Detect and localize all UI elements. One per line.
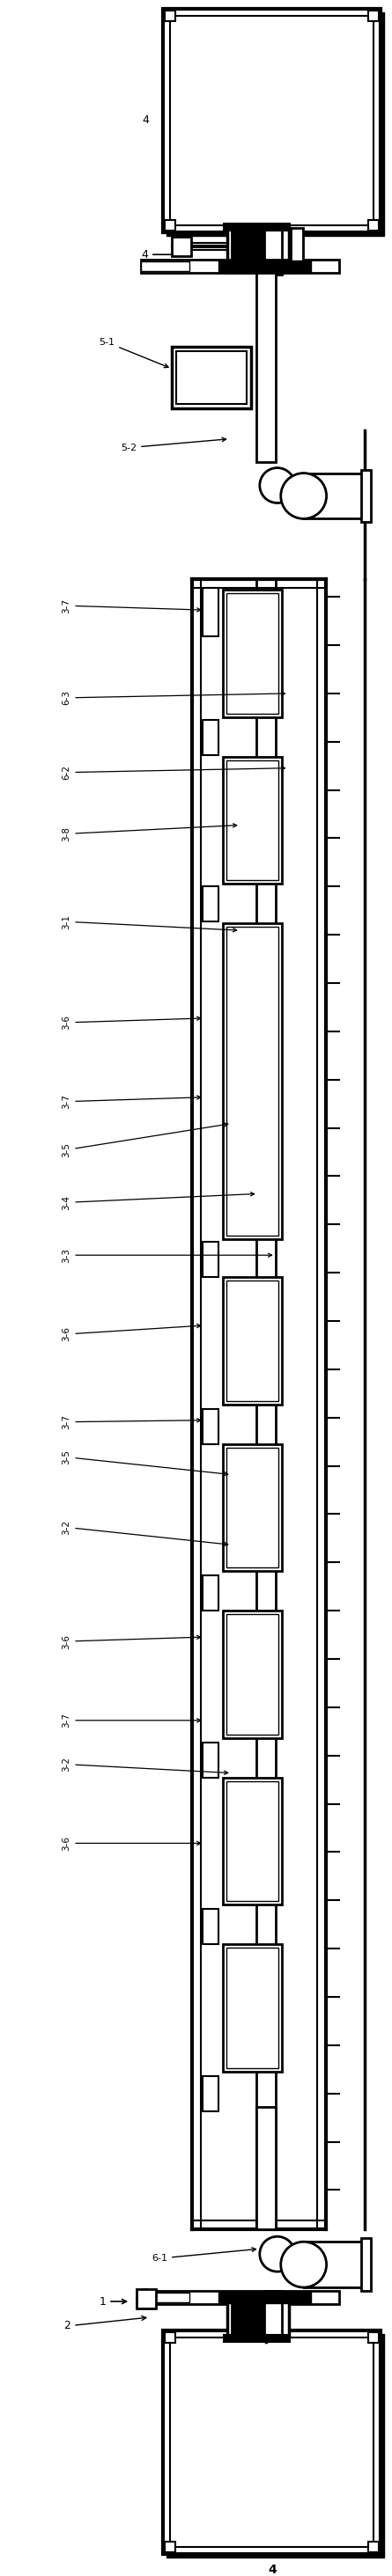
Bar — [203, 1741, 218, 1777]
Text: 5-1: 5-1 — [99, 337, 168, 368]
Text: 3-7: 3-7 — [62, 1414, 201, 1430]
Bar — [223, 757, 282, 884]
Bar — [224, 2334, 290, 2342]
Bar — [203, 1577, 218, 1610]
Bar — [223, 1610, 282, 1739]
Text: 3-5: 3-5 — [62, 1123, 228, 1157]
Text: 6-2: 6-2 — [62, 765, 285, 781]
Bar — [232, 232, 262, 268]
Text: 3-4: 3-4 — [62, 1193, 254, 1211]
Bar — [141, 2293, 189, 2303]
Bar — [361, 2239, 371, 2290]
Bar — [223, 1278, 282, 1404]
Bar — [141, 260, 339, 273]
Text: 5-2: 5-2 — [121, 438, 226, 451]
Bar — [163, 2331, 381, 2555]
Bar — [226, 1448, 278, 1569]
Bar — [227, 2293, 289, 2336]
Text: 3-8: 3-8 — [62, 824, 237, 842]
Bar — [232, 2295, 262, 2334]
Bar — [223, 1777, 282, 1904]
Bar — [218, 260, 310, 273]
Text: 1: 1 — [99, 2295, 127, 2308]
Bar — [290, 229, 303, 268]
Bar — [137, 2290, 156, 2308]
Text: 2: 2 — [64, 2316, 146, 2331]
Bar — [226, 1280, 278, 1401]
Circle shape — [281, 474, 327, 518]
Text: 4: 4 — [142, 113, 149, 126]
Bar — [170, 15, 374, 227]
Circle shape — [260, 2236, 295, 2272]
Bar — [203, 2076, 218, 2110]
Bar — [163, 8, 381, 232]
Text: 3-7: 3-7 — [62, 1095, 201, 1110]
Text: 3-7: 3-7 — [62, 1713, 201, 1728]
Bar — [203, 1909, 218, 1945]
Bar — [165, 10, 175, 21]
Bar — [203, 587, 218, 636]
Text: 3-6: 3-6 — [62, 1324, 201, 1342]
Bar — [141, 2290, 339, 2303]
Text: 3-3: 3-3 — [62, 1247, 272, 1262]
Bar — [223, 590, 282, 716]
Bar — [226, 592, 278, 714]
Circle shape — [260, 469, 295, 502]
Text: 6-3: 6-3 — [62, 690, 285, 706]
Bar — [368, 222, 379, 232]
Bar — [226, 1615, 278, 1734]
Bar — [226, 760, 278, 881]
Text: 3-2: 3-2 — [62, 1520, 228, 1546]
Bar — [172, 237, 191, 255]
Bar — [368, 10, 379, 21]
Text: 3-6: 3-6 — [62, 1633, 201, 1649]
Bar — [203, 886, 218, 922]
Bar — [226, 1947, 278, 2069]
Bar — [227, 229, 289, 273]
Bar — [167, 2334, 385, 2558]
Bar — [224, 224, 290, 232]
Text: 4: 4 — [141, 250, 185, 260]
Text: 3-7: 3-7 — [62, 598, 201, 613]
Bar — [223, 1945, 282, 2071]
Bar — [264, 227, 282, 276]
Text: 3-2: 3-2 — [62, 1757, 228, 1775]
Bar — [141, 263, 189, 270]
Bar — [165, 222, 175, 232]
Bar — [203, 1242, 218, 1278]
Bar — [226, 1780, 278, 1901]
Bar — [368, 2543, 379, 2553]
Bar — [165, 2543, 175, 2553]
Text: 3-6: 3-6 — [62, 1015, 201, 1030]
Bar — [223, 1445, 282, 1571]
Text: 6-1: 6-1 — [152, 2249, 256, 2262]
Bar — [368, 2331, 379, 2342]
Text: 3-5: 3-5 — [62, 1450, 228, 1476]
Bar — [170, 2336, 374, 2548]
Bar — [167, 13, 385, 237]
Bar — [223, 922, 282, 1239]
Bar — [176, 350, 247, 404]
Bar — [264, 2290, 282, 2339]
Bar — [203, 1409, 218, 1445]
Text: 4: 4 — [268, 2563, 276, 2576]
Circle shape — [281, 2241, 327, 2287]
Text: 3-6: 3-6 — [62, 1837, 201, 1850]
Bar — [256, 2107, 276, 2228]
Bar — [203, 719, 218, 755]
Text: 3-1: 3-1 — [62, 914, 237, 933]
Bar — [256, 273, 276, 461]
Bar — [172, 348, 251, 407]
Bar — [361, 469, 371, 523]
Bar — [218, 2293, 310, 2303]
Bar — [226, 927, 278, 1236]
Bar — [165, 2331, 175, 2342]
